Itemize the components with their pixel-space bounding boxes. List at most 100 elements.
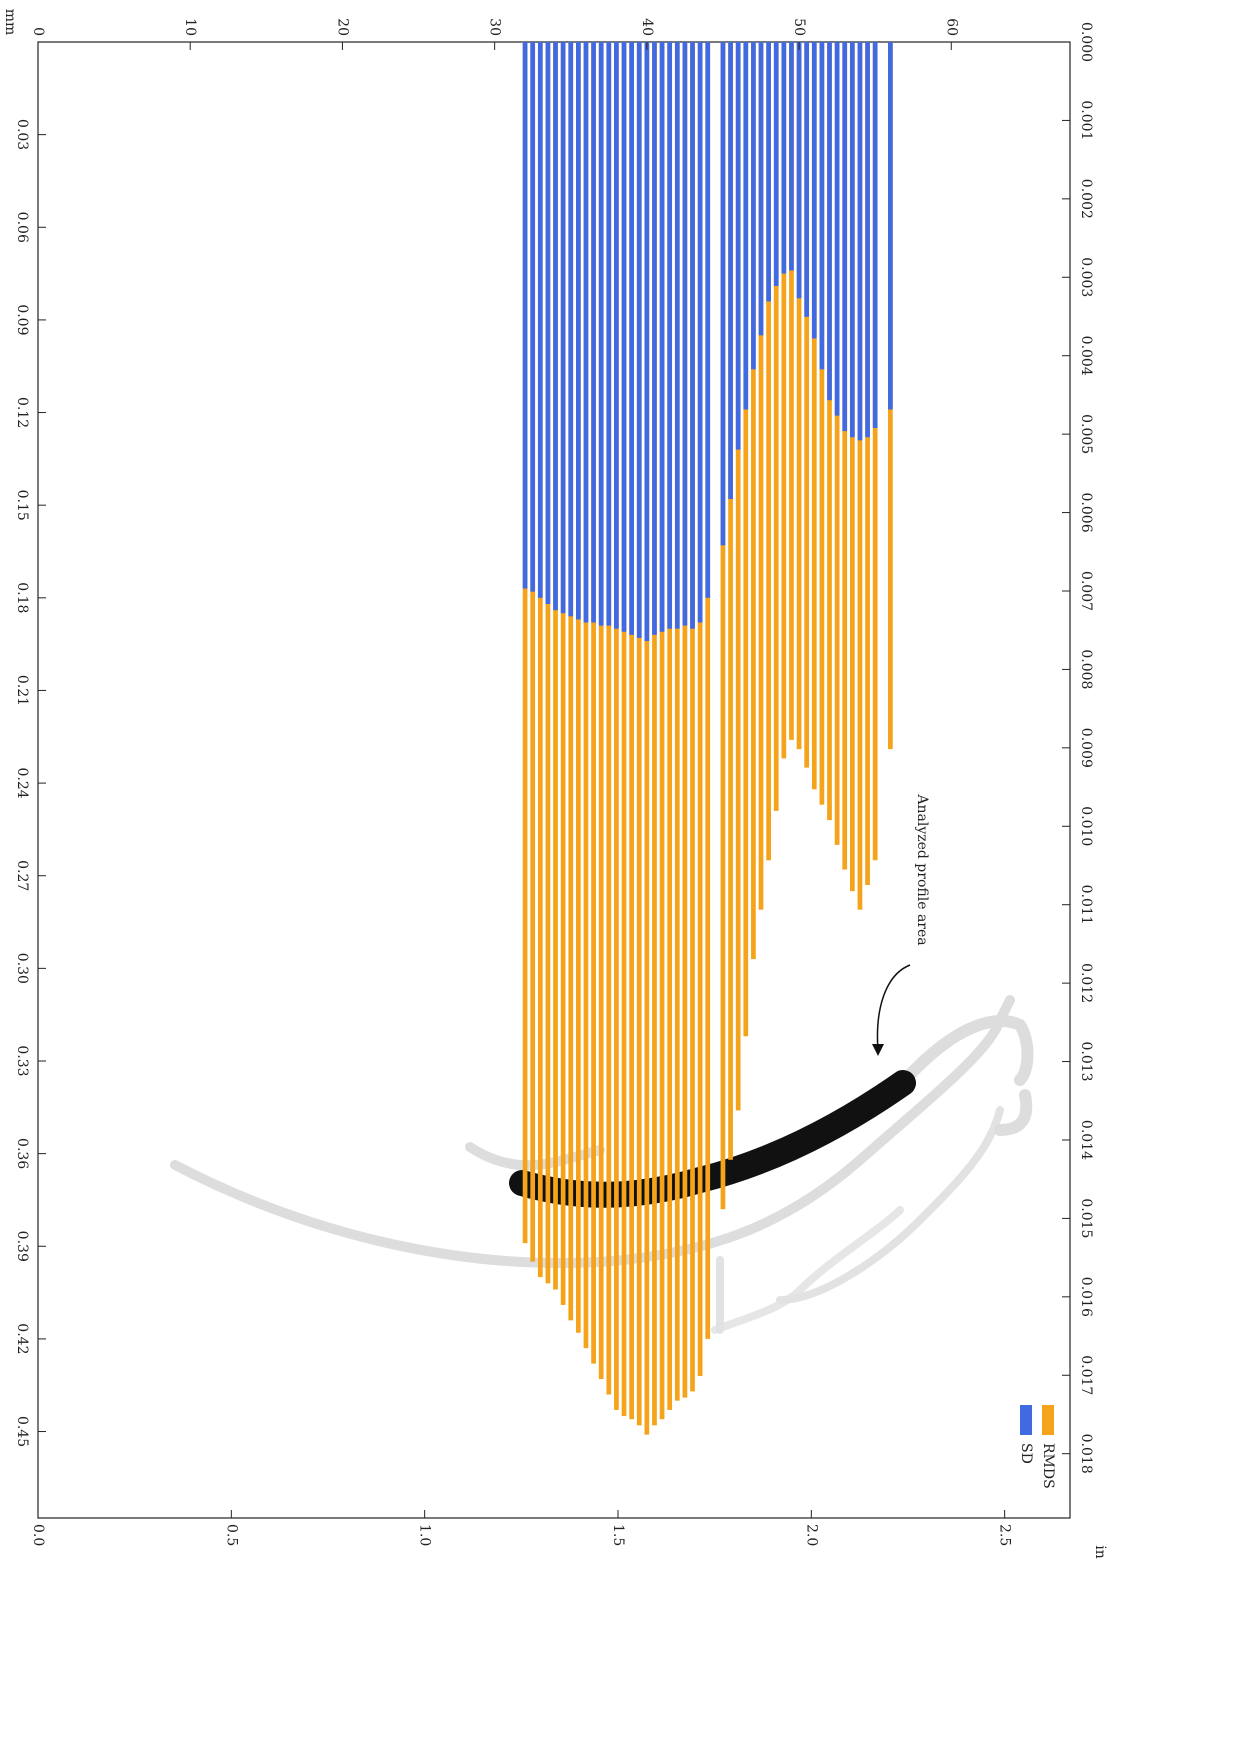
bar: [728, 42, 733, 1160]
annotation: Analyzed profile area: [914, 793, 930, 945]
x2-tick-label: 2.5: [997, 1524, 1013, 1546]
bar: [827, 42, 832, 821]
bar: [842, 42, 848, 870]
y-tick-label: 0.39: [14, 1231, 30, 1262]
bar: [553, 42, 558, 1290]
x2-axis-label: in: [1092, 1545, 1108, 1559]
bar: [735, 42, 741, 1111]
bar: [636, 42, 642, 638]
bar: [614, 42, 619, 629]
bar: [789, 42, 794, 740]
bar: [842, 42, 848, 432]
bar: [728, 42, 733, 500]
y2-tick-label: 0.014: [1078, 1120, 1094, 1160]
x2-tick-label: 0.5: [223, 1524, 239, 1546]
bar: [659, 42, 665, 632]
bar: [667, 42, 673, 1410]
bar: [606, 42, 612, 1395]
bar: [751, 42, 756, 960]
bar: [530, 42, 536, 1262]
bar: [865, 42, 870, 885]
x-tick-label: 50: [791, 18, 807, 36]
bar: [537, 42, 543, 1278]
bar: [644, 42, 650, 642]
bar: [849, 42, 855, 892]
y2-tick-label: 0.009: [1078, 728, 1094, 768]
y-tick-label: 0.30: [14, 953, 30, 984]
y2-tick-label: 0.002: [1078, 179, 1094, 219]
bar: [865, 42, 870, 438]
bar: [857, 42, 863, 441]
y-tick-label: 0.45: [14, 1416, 30, 1447]
bar: [857, 42, 863, 910]
bar: [796, 42, 802, 299]
bar: [773, 42, 779, 286]
x-tick-label: 20: [334, 18, 350, 36]
bar: [522, 42, 528, 1244]
y-tick-label: 0.12: [14, 397, 30, 428]
bar: [872, 42, 878, 861]
y-tick-label: 0.27: [14, 860, 30, 891]
bar: [690, 42, 695, 629]
bar: [766, 42, 771, 861]
bar: [758, 42, 764, 910]
y-tick-label: 0.24: [14, 768, 30, 799]
bar: [575, 42, 581, 1333]
bar: [667, 42, 673, 629]
y2-tick-label: 0.010: [1078, 806, 1094, 846]
y-tick-label: 0.42: [14, 1323, 30, 1354]
bar: [735, 42, 741, 450]
y2-tick-label: 0.005: [1078, 414, 1094, 454]
bar: [743, 42, 749, 410]
bar: [705, 42, 711, 1339]
bar: [522, 42, 528, 589]
x2-tick-label: 1.0: [417, 1524, 433, 1546]
bar: [682, 42, 688, 626]
x2-tick-label: 0.0: [30, 1524, 46, 1546]
bar: [621, 42, 627, 632]
y2-tick-label: 0.018: [1078, 1434, 1094, 1474]
bar: [720, 42, 726, 546]
bar: [827, 42, 832, 401]
y2-tick-label: 0.001: [1078, 100, 1094, 140]
bar: [614, 42, 619, 1410]
bar: [804, 42, 810, 768]
y2-tick-label: 0.008: [1078, 649, 1094, 689]
y-tick-label: 0.06: [14, 212, 30, 243]
bar: [591, 42, 596, 623]
y2-tick-label: 0.013: [1078, 1042, 1094, 1082]
bar: [766, 42, 771, 302]
y-tick-label: 0.03: [14, 119, 30, 150]
bar: [545, 42, 551, 604]
bar: [888, 42, 893, 410]
bar: [811, 42, 817, 790]
bar: [690, 42, 695, 1392]
bar: [697, 42, 703, 623]
bar: [674, 42, 680, 629]
legend-label: RMDS: [1040, 1443, 1056, 1489]
y-tick-label: 0.09: [14, 304, 30, 335]
bar: [568, 42, 574, 1321]
bar: [781, 42, 787, 274]
bar: [796, 42, 802, 750]
legend-swatch: [1020, 1405, 1032, 1435]
bar: [659, 42, 665, 1420]
bar: [591, 42, 596, 1364]
bar: [636, 42, 642, 1426]
bar: [743, 42, 749, 1037]
bar: [674, 42, 680, 1401]
bar: [705, 42, 711, 598]
bar: [530, 42, 536, 592]
bar: [652, 42, 657, 635]
x-tick-label: 60: [943, 18, 959, 36]
y2-tick-label: 0.006: [1078, 493, 1094, 533]
bar: [629, 42, 634, 635]
x-tick-label: 0: [30, 27, 46, 36]
y2-tick-label: 0.007: [1078, 571, 1094, 611]
bar: [781, 42, 787, 759]
bar: [849, 42, 855, 438]
bar: [606, 42, 612, 626]
bar: [560, 42, 566, 1305]
x-axis-label: mm: [2, 9, 18, 36]
bar: [545, 42, 551, 1284]
